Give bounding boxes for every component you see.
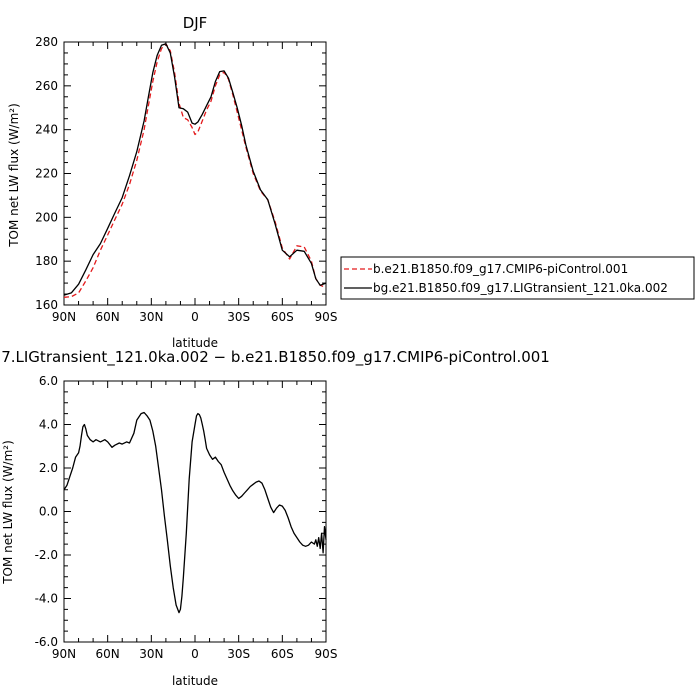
x-tick-label: 30N bbox=[139, 310, 163, 324]
x-tick-label: 90S bbox=[315, 647, 338, 661]
plot-area: 90N 60N 30N 0 30S 60S 90S 160 180 200 220 240 260 280 bbox=[35, 35, 337, 324]
x-axis-label: latitude bbox=[172, 674, 218, 688]
plot-frame bbox=[63, 41, 327, 306]
y-tick-label: -2.0 bbox=[35, 548, 58, 562]
x-tick-label: 60S bbox=[271, 647, 294, 661]
x-tick-label: 60N bbox=[96, 310, 120, 324]
plot-frame bbox=[63, 380, 327, 643]
legend: b.e21.B1850.f09_g17.CMIP6-piControl.001b… bbox=[340, 256, 695, 300]
x-tick-label: 30S bbox=[227, 647, 250, 661]
x-axis-label: latitude bbox=[172, 336, 218, 350]
x-tick-label: 0 bbox=[191, 310, 199, 324]
x-tick-label: 30N bbox=[139, 647, 163, 661]
y-tick-label: 200 bbox=[35, 210, 58, 224]
y-tick-label: 260 bbox=[35, 79, 58, 93]
mean-flux-panel: DJF latitude TOM net LW flux (W/m²) 90N 6… bbox=[7, 14, 695, 350]
y-tick-label: 220 bbox=[35, 167, 58, 181]
y-tick-label: -4.0 bbox=[35, 592, 58, 606]
x-tick-label: 0 bbox=[191, 647, 199, 661]
series-line bbox=[63, 43, 327, 298]
y-tick-label: 280 bbox=[35, 35, 58, 49]
y-tick-label: 6.0 bbox=[39, 374, 58, 388]
legend-label: b.e21.B1850.f09_g17.CMIP6-piControl.001 bbox=[373, 262, 628, 276]
x-tick-label: 60S bbox=[271, 310, 294, 324]
y-tick-label: 0.0 bbox=[39, 505, 58, 519]
y-tick-label: 180 bbox=[35, 254, 58, 268]
legend-label: bg.e21.B1850.f09_g17.LIGtransient_121.0k… bbox=[373, 281, 668, 295]
x-tick-label: 90N bbox=[52, 310, 76, 324]
x-tick-label: 30S bbox=[227, 310, 250, 324]
x-tick-label: 60N bbox=[96, 647, 120, 661]
y-axis-label: TOM net LW flux (W/m²) bbox=[1, 440, 15, 585]
y-axis-label: TOM net LW flux (W/m²) bbox=[7, 103, 21, 248]
panel-title: DJF bbox=[183, 14, 208, 32]
panel-title: bg.e21.B1850.f09_g17.LIGtransient_121.0k… bbox=[0, 348, 550, 367]
difference-panel: bg.e21.B1850.f09_g17.LIGtransient_121.0k… bbox=[0, 348, 550, 688]
y-tick-label: 160 bbox=[35, 298, 58, 312]
x-tick-label: 90S bbox=[315, 310, 338, 324]
series-line bbox=[63, 411, 327, 614]
legend-box bbox=[340, 256, 695, 300]
y-tick-label: 4.0 bbox=[39, 418, 58, 432]
y-tick-label: -6.0 bbox=[35, 635, 58, 649]
series-line bbox=[63, 43, 327, 296]
x-tick-label: 90N bbox=[52, 647, 76, 661]
y-tick-label: 2.0 bbox=[39, 461, 58, 475]
plot-area: 90N 60N 30N 0 30S 60S 90S -6.0 -4.0 -2.0 0.0 2.0 4.0… bbox=[35, 374, 338, 661]
y-tick-label: 240 bbox=[35, 123, 58, 137]
